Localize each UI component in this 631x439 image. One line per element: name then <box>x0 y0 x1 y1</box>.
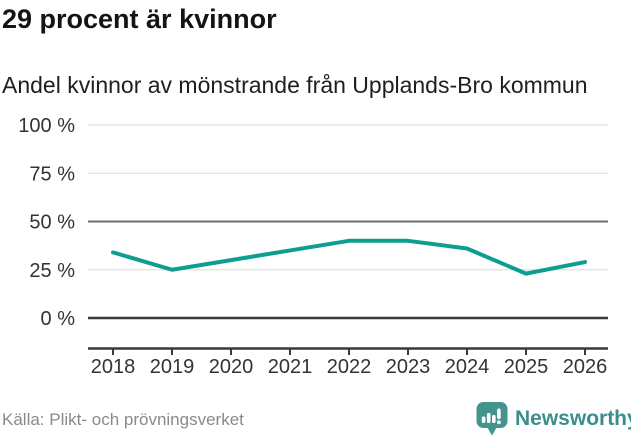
x-tick-label: 2023 <box>386 356 431 378</box>
x-tick-label: 2025 <box>504 356 549 378</box>
logo-bar-small <box>481 416 486 423</box>
logo-bar-medium <box>486 413 491 423</box>
newsworthy-logo-icon <box>476 402 508 436</box>
x-tick-label: 2020 <box>209 356 254 378</box>
x-tick-label: 2022 <box>327 356 372 378</box>
y-tick-label: 75 % <box>29 163 75 185</box>
x-tick-label: 2021 <box>268 356 313 378</box>
x-tick-label: 2018 <box>91 356 136 378</box>
brand-name: Newsworthy <box>515 407 631 430</box>
newsworthy-brand: Newsworthy <box>476 401 631 437</box>
data-line <box>111 238 587 276</box>
x-tick-label: 2024 <box>445 356 490 378</box>
y-tick-label: 50 % <box>29 212 75 234</box>
y-tick-label: 25 % <box>29 260 75 282</box>
y-tick-label: 100 % <box>18 115 75 137</box>
logo-exclamation-bar <box>497 408 501 419</box>
y-tick-label: 0 % <box>41 308 76 330</box>
source-note: Källa: Plikt- och prövningsverket <box>2 410 244 429</box>
logo-bar-large <box>492 415 496 423</box>
chart-title: 29 procent är kvinnor <box>2 4 277 34</box>
x-tick-label: 2026 <box>563 356 608 378</box>
x-tick-label: 2019 <box>150 356 195 378</box>
chart-subtitle: Andel kvinnor av mönstrande från Uppland… <box>2 72 588 98</box>
logo-exclamation-dot <box>497 420 501 425</box>
